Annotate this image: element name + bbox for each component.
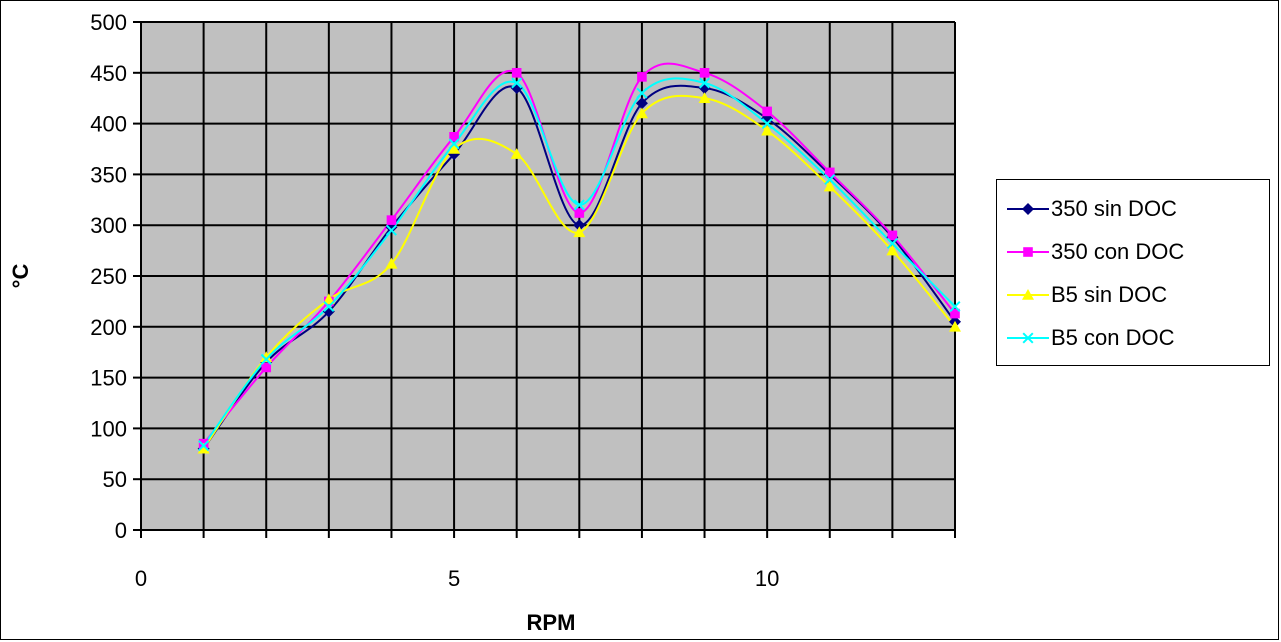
axes [133,21,956,538]
data-point-2-10 [823,180,836,192]
data-point-1-3 [386,215,397,225]
legend: 350 sin DOC 350 con DOC B5 sin DOC B5 con D… [996,179,1270,366]
data-point-1-8 [699,68,710,78]
data-point-2-8 [698,92,711,103]
legend-item: 350 sin DOC [997,194,1271,224]
data-point-3-0 [198,440,210,452]
legend-item: 350 con DOC [997,237,1271,267]
data-point-2-5 [510,148,523,159]
data-point-3-1 [260,353,272,365]
data-point-2-7 [635,107,648,119]
data-point-1-1 [261,362,272,373]
y-tick-label: 150 [90,366,127,391]
x-tick-label: 5 [448,566,460,591]
data-point-2-4 [448,143,461,154]
data-point-2-0 [197,442,210,454]
y-tick-label: 50 [103,467,127,492]
y-tick-label: 400 [90,112,127,137]
data-point-0-6 [573,219,586,232]
data-point-2-12 [949,320,961,332]
legend-swatch [1007,289,1049,300]
data-point-3-10 [824,173,836,185]
data-point-2-3 [385,257,398,269]
data-point-2-2 [322,293,335,305]
data-point-1-10 [824,167,835,178]
data-point-2-6 [573,226,586,238]
data-point-3-3 [385,224,397,236]
data-point-3-9 [761,118,773,130]
legend-item: B5 sin DOC [997,280,1271,310]
data-point-3-12 [949,300,961,312]
y-tick-label: 0 [115,518,127,543]
legend-swatch [1007,203,1049,215]
data-point-3-4 [448,138,460,150]
data-point-1-12 [950,308,960,319]
tick-labels: 0 50 100 150 200 250 300 350 400 450 500 0 5 10 [90,10,779,591]
data-point-2-11 [886,244,899,256]
y-tick-label: 300 [90,213,127,238]
data-point-3-7 [636,87,648,99]
y-tick-label: 200 [90,315,127,340]
y-tick-label: 250 [90,264,127,289]
data-point-3-8 [699,77,711,89]
legend-swatch [1007,247,1049,257]
legend-item: B5 con DOC [997,323,1271,353]
data-point-3-5 [511,77,523,89]
y-axis-title: °C [8,264,33,289]
legend-label: 350 con DOC [1051,239,1185,264]
data-point-1-5 [511,68,522,78]
data-point-1-7 [637,72,647,82]
data-point-1-9 [762,106,772,117]
data-point-1-6 [574,208,585,218]
y-tick-label: 500 [90,10,127,35]
data-point-0-7 [635,97,648,110]
y-tick-label: 100 [90,416,127,441]
data-markers [197,68,961,455]
data-point-3-6 [573,199,585,211]
x-tick-label: 0 [135,566,147,591]
data-point-1-11 [887,230,898,241]
data-point-3-11 [886,237,898,249]
y-tick-label: 350 [90,162,127,187]
data-point-2-1 [260,351,273,363]
legend-label: B5 con DOC [1051,325,1175,350]
legend-label: 350 sin DOC [1051,196,1177,221]
y-tick-label: 450 [90,61,127,86]
x-axis-title: RPM [527,610,576,635]
data-point-3-2 [323,300,335,312]
legend-swatch [1007,332,1049,344]
x-tick-label: 10 [755,566,779,591]
data-point-1-4 [449,132,459,142]
data-point-2-9 [761,124,774,136]
legend-label: B5 sin DOC [1051,282,1168,307]
